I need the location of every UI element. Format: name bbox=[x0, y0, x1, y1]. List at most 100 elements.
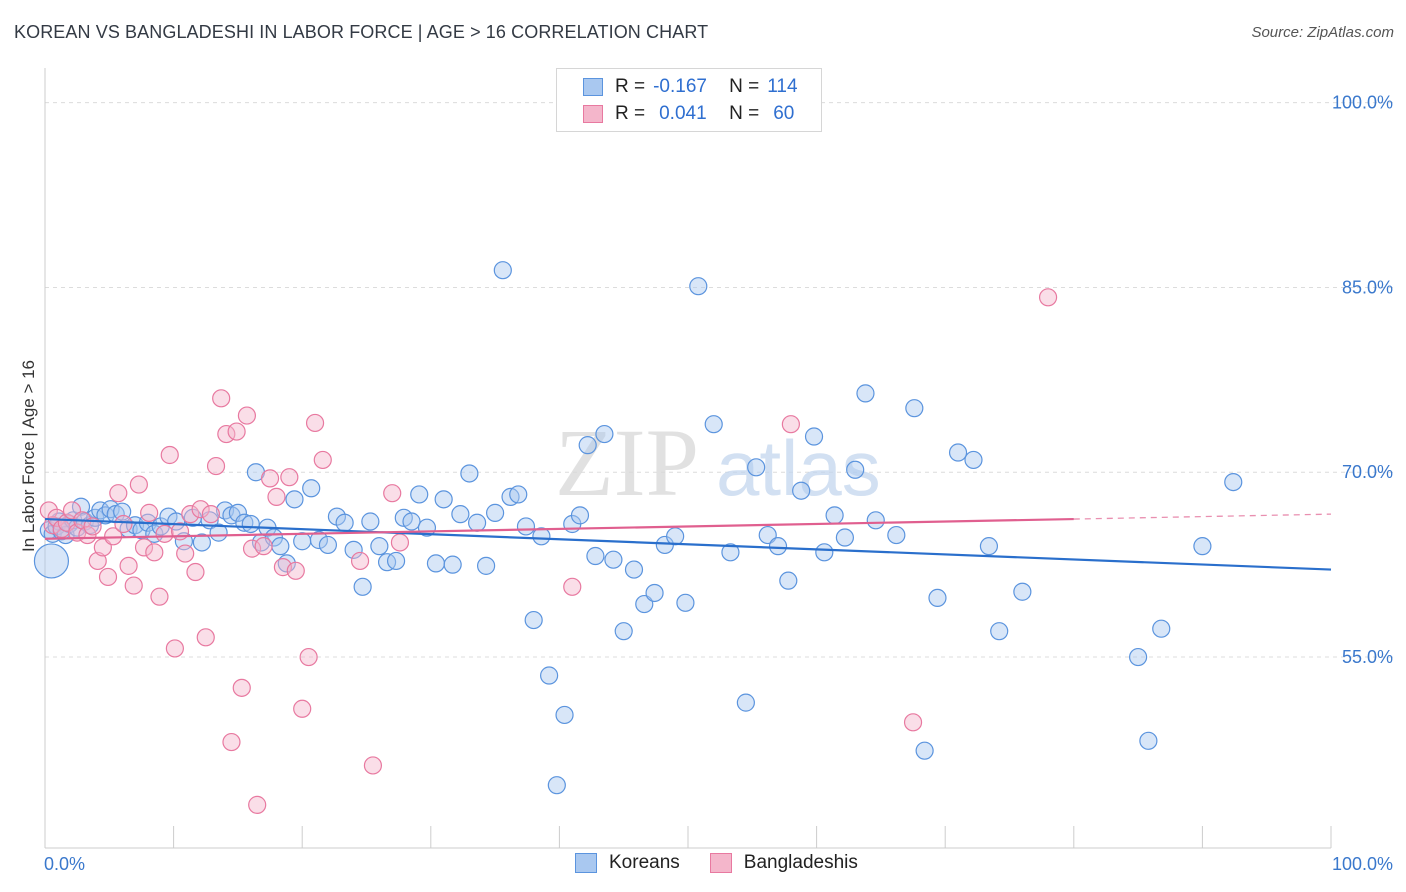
koreans-r-value: -0.167 bbox=[653, 76, 707, 97]
watermark-zip: ZIP bbox=[555, 409, 699, 516]
x-tick-labels: 0.0% 100.0% bbox=[44, 854, 1393, 874]
korean-point-84 bbox=[635, 594, 654, 614]
bangladeshi-point-37 bbox=[227, 422, 246, 441]
korean-point-48 bbox=[335, 513, 354, 532]
legend-row-koreans: R = -0.167 N = 114 bbox=[583, 74, 798, 100]
korean-point-63 bbox=[460, 464, 479, 483]
korean-point-51 bbox=[361, 512, 380, 531]
bangladeshi-point-51 bbox=[313, 450, 332, 470]
bangladeshi-point-12 bbox=[98, 567, 118, 587]
korean-point-59 bbox=[426, 554, 446, 573]
bangladeshi-point-38 bbox=[232, 678, 251, 697]
x-tick-label-1: 100.0% bbox=[1332, 854, 1393, 874]
korean-point-45 bbox=[309, 530, 329, 550]
korean-point-108 bbox=[928, 588, 947, 608]
trend-line-2 bbox=[1073, 513, 1332, 520]
y-tick-labels: 55.0% 70.0% 85.0% 100.0% bbox=[1332, 93, 1393, 667]
bangladeshi-point-33 bbox=[206, 456, 226, 476]
bangladeshi-point-49 bbox=[299, 647, 318, 667]
korean-point-88 bbox=[676, 593, 695, 612]
korean-point-110 bbox=[964, 450, 983, 470]
korean-point-81 bbox=[604, 550, 623, 569]
bangladeshi-point-40 bbox=[242, 539, 262, 558]
korean-point-112 bbox=[990, 622, 1009, 641]
korean-point-80 bbox=[595, 424, 614, 444]
korean-point-119 bbox=[33, 543, 70, 579]
bangladeshi-point-39 bbox=[237, 406, 257, 425]
y-axis-label: In Labor Force | Age > 16 bbox=[19, 360, 38, 552]
bangladeshi-point-17 bbox=[124, 576, 143, 595]
legend-bangladeshis-swatch bbox=[709, 853, 732, 873]
bangladeshi-point-18 bbox=[129, 475, 148, 494]
korean-point-99 bbox=[815, 543, 834, 562]
korean-point-101 bbox=[835, 528, 854, 547]
korean-point-90 bbox=[704, 415, 723, 434]
korean-point-42 bbox=[285, 490, 304, 509]
grid-lines bbox=[45, 102, 1395, 658]
korean-point-44 bbox=[302, 479, 321, 498]
korean-point-111 bbox=[979, 537, 999, 556]
korean-point-66 bbox=[486, 503, 505, 522]
bangladeshis-n-label: N = bbox=[729, 103, 760, 124]
korean-point-117 bbox=[1139, 731, 1158, 750]
korean-point-89 bbox=[689, 277, 708, 296]
y-tick-label-2: 85.0% bbox=[1342, 277, 1393, 297]
bangladeshi-point-9 bbox=[83, 517, 102, 536]
bangladeshi-point-41 bbox=[248, 795, 267, 814]
chart-title: KOREAN VS BANGLADESHI IN LABOR FORCE | A… bbox=[14, 22, 709, 42]
korean-point-40 bbox=[271, 537, 290, 556]
korean-point-115 bbox=[1128, 647, 1148, 667]
korean-point-104 bbox=[866, 511, 885, 530]
legend-koreans-swatch bbox=[575, 853, 597, 873]
korean-point-94 bbox=[758, 525, 777, 545]
korean-point-49 bbox=[344, 540, 363, 559]
korean-point-75 bbox=[555, 705, 574, 725]
bangladeshi-point-22 bbox=[150, 587, 169, 606]
bangladeshi-point-30 bbox=[191, 500, 210, 519]
korean-point-97 bbox=[792, 481, 811, 500]
korean-point-67 bbox=[493, 261, 512, 280]
korean-point-61 bbox=[443, 555, 462, 574]
watermark-atlas: atlas bbox=[716, 424, 881, 512]
korean-point-65 bbox=[476, 556, 496, 575]
bangladeshi-point-25 bbox=[165, 639, 184, 658]
bangladeshi-point-54 bbox=[383, 484, 402, 503]
korean-point-116 bbox=[1193, 537, 1212, 556]
legend-item-koreans: Koreans bbox=[575, 852, 680, 874]
legend-bangladeshis-label: Bangladeshis bbox=[743, 852, 858, 873]
korean-point-70 bbox=[516, 517, 536, 536]
korean-point-105 bbox=[887, 525, 906, 545]
korean-point-85 bbox=[645, 583, 664, 603]
legend-koreans-label: Koreans bbox=[609, 852, 680, 873]
korean-point-79 bbox=[586, 546, 605, 566]
korean-point-30 bbox=[209, 523, 228, 542]
bangladeshis-r-value: 0.041 bbox=[659, 103, 707, 124]
bangladeshi-point-20 bbox=[140, 503, 159, 522]
trend-line-0 bbox=[44, 517, 1332, 571]
korean-point-98 bbox=[804, 427, 824, 446]
bangladeshis-points bbox=[39, 288, 1058, 814]
y-tick-label-3: 100.0% bbox=[1332, 93, 1393, 113]
korean-point-78 bbox=[578, 436, 597, 455]
y-tick-label-0: 55.0% bbox=[1342, 647, 1393, 667]
bangladeshi-point-15 bbox=[114, 514, 133, 534]
korean-point-56 bbox=[402, 512, 421, 531]
korean-point-71 bbox=[524, 610, 543, 630]
bangladeshi-point-52 bbox=[350, 551, 370, 571]
stats-legend: R = -0.167 N = 114 R = 0.041 N = 60 bbox=[556, 68, 822, 132]
bangladeshi-point-53 bbox=[363, 756, 383, 775]
bangladeshi-point-23 bbox=[155, 524, 174, 543]
korean-point-82 bbox=[614, 622, 633, 641]
bangladeshi-point-8 bbox=[78, 525, 97, 545]
korean-point-69 bbox=[509, 485, 528, 504]
korean-point-46 bbox=[318, 535, 338, 555]
bangladeshis-n-value: 60 bbox=[773, 103, 795, 124]
korean-point-100 bbox=[825, 506, 844, 525]
korean-point-95 bbox=[768, 537, 788, 556]
bangladeshi-point-2 bbox=[47, 508, 66, 527]
korean-point-87 bbox=[666, 527, 685, 546]
korean-point-109 bbox=[948, 443, 968, 462]
bangladeshi-point-50 bbox=[305, 413, 325, 433]
korean-point-103 bbox=[856, 384, 875, 403]
